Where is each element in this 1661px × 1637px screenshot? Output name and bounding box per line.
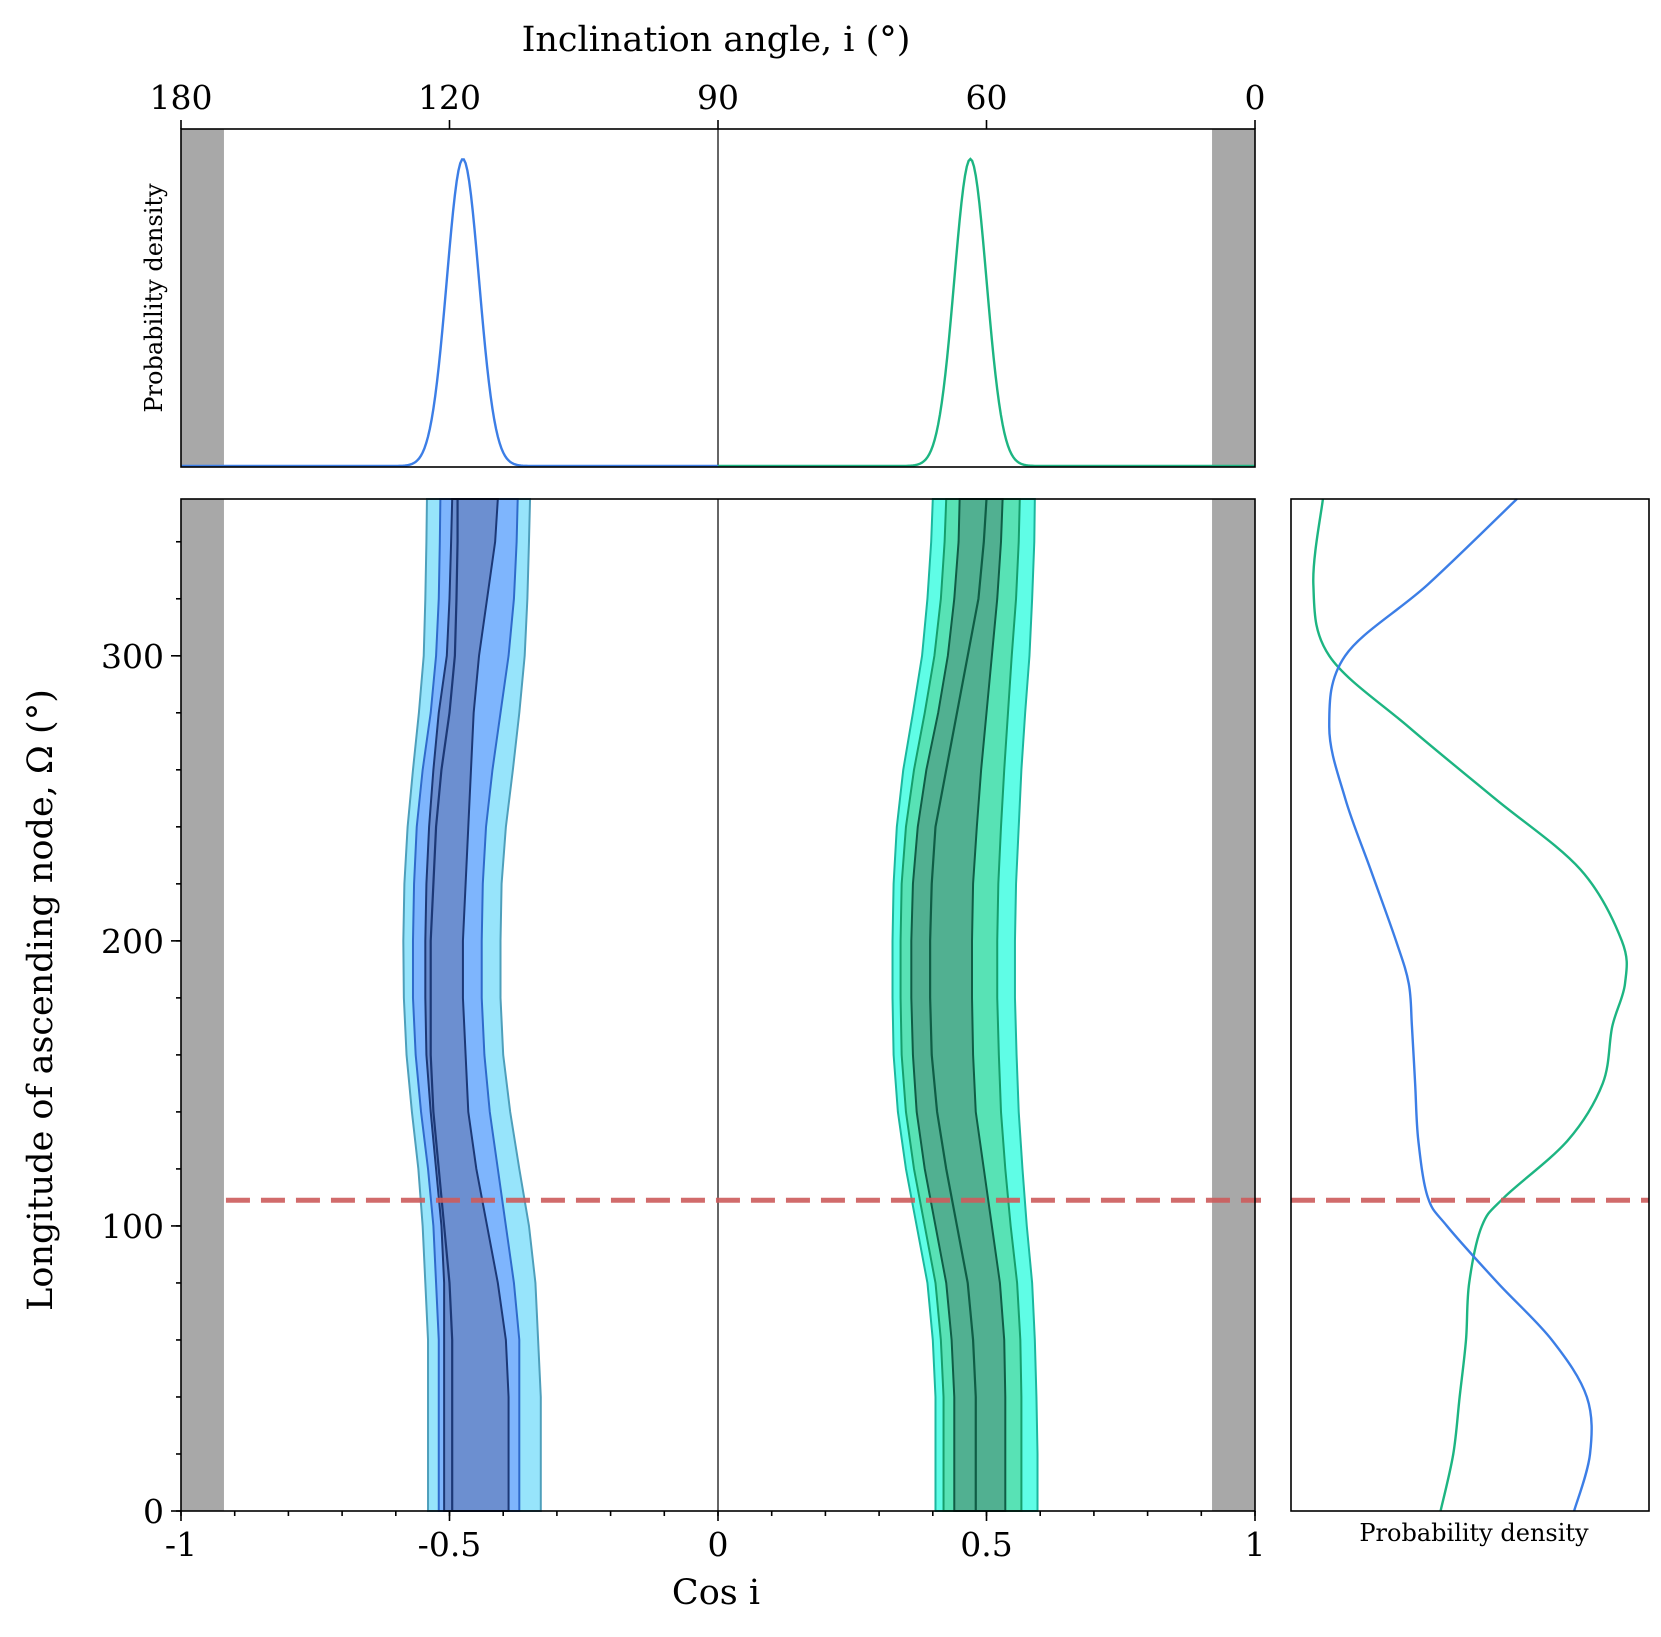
- excluded-region-right: [1212, 129, 1255, 467]
- x-tick-label: -0.5: [418, 1525, 482, 1564]
- excluded-region-left: [181, 129, 224, 467]
- top-tick-label: 60: [966, 78, 1008, 117]
- top-axis-title: Inclination angle, i (°): [522, 20, 911, 60]
- joint-posterior-panel: -1 -0.5 0 0.5 1 0 100 200 300 Cos i Longitude o…: [21, 498, 1266, 1613]
- x-tick-label: -1: [165, 1525, 197, 1564]
- y-tick-label: 200: [101, 922, 164, 961]
- x-axis-title: Cos i: [672, 1573, 760, 1613]
- x-axis-ticks: -1 -0.5 0 0.5 1: [165, 1511, 1266, 1564]
- y-axis-ticks: 0 100 200 300: [101, 540, 181, 1531]
- x-tick-label: 1: [1245, 1525, 1266, 1564]
- blue-omega-density-curve: [1328, 498, 1593, 1512]
- excluded-region-right: [1212, 499, 1255, 1511]
- top-tick-label: 120: [418, 78, 481, 117]
- green-omega-density-curve: [1312, 498, 1628, 1512]
- right-panel-frame: [1290, 498, 1650, 1512]
- blue-contour-ridge-line: [429, 499, 459, 1511]
- blue-inclination-density-curve: [181, 158, 718, 468]
- y-axis-title: Longitude of ascending node, Ω (°): [21, 689, 61, 1311]
- x-tick-label: 0: [708, 1525, 729, 1564]
- posterior-contours: [402, 498, 1039, 1512]
- excluded-region-left: [181, 499, 224, 1511]
- top-tick-label: 0: [1245, 78, 1266, 117]
- y-tick-label: 100: [101, 1207, 164, 1246]
- y-tick-label: 300: [101, 637, 164, 676]
- inclination-marginal-panel: 180 120 90 60 0 Inclination angle, i (°) Pro…: [140, 20, 1266, 468]
- green-contour-ridge-line: [929, 498, 988, 1511]
- x-tick-label: 0.5: [960, 1525, 1012, 1564]
- top-axis-ticks: 180 120 90 60 0: [150, 78, 1266, 129]
- top-tick-label: 180: [150, 78, 213, 117]
- top-panel-y-label: Probability density: [140, 183, 168, 413]
- top-tick-label: 90: [697, 78, 739, 117]
- green-inclination-density-curve: [718, 157, 1255, 468]
- y-tick-label: 0: [143, 1492, 164, 1531]
- omega-marginal-panel: Probability density: [1290, 498, 1650, 1547]
- right-panel-x-label: Probability density: [1359, 1519, 1589, 1547]
